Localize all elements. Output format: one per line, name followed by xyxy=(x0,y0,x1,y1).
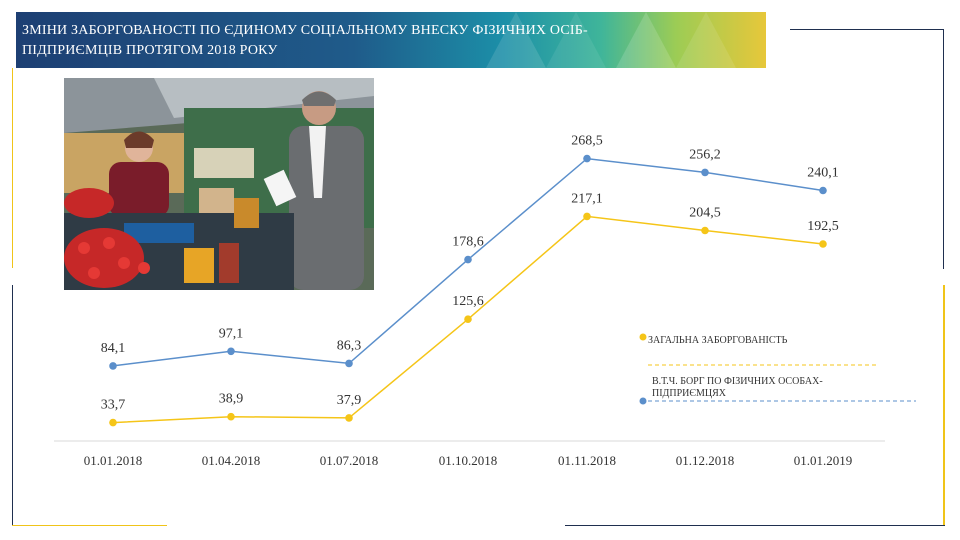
data-point xyxy=(819,240,827,248)
frame-right-top-line xyxy=(943,29,944,269)
data-label: 268,5 xyxy=(571,134,603,149)
data-label: 97,1 xyxy=(219,326,244,341)
page-title: ЗМІНИ ЗАБОРГОВАНОСТІ ПО ЄДИНОМУ СОЦІАЛЬН… xyxy=(22,23,588,58)
data-point xyxy=(345,359,353,368)
legend-label-fop: В.Т.Ч. БОРГ ПО ФІЗИЧНИХ ОСОБАХ-ПІДПРИЄМЦ… xyxy=(652,376,823,399)
data-point xyxy=(345,414,353,422)
legend-label-total: ЗАГАЛЬНА ЗАБОРГОВАНІСТЬ xyxy=(648,335,788,346)
frame-bottom-right-line xyxy=(565,525,945,526)
data-point xyxy=(464,255,472,264)
data-point xyxy=(701,168,709,177)
data-point xyxy=(227,347,235,356)
data-label: 37,9 xyxy=(337,393,362,408)
data-point xyxy=(109,362,117,370)
data-label: 125,6 xyxy=(452,294,484,309)
frame-bottom-left-gold-line xyxy=(12,525,167,526)
data-label: 84,1 xyxy=(101,341,126,356)
frame-left-gold-line xyxy=(12,68,13,268)
data-label: 178,6 xyxy=(452,235,484,250)
data-label: 217,1 xyxy=(571,191,603,206)
market-photo-illustration xyxy=(64,78,374,290)
frame-right-bottom-gold-line xyxy=(943,285,945,525)
data-point xyxy=(227,412,235,421)
title-banner: ЗМІНИ ЗАБОРГОВАНОСТІ ПО ЄДИНОМУ СОЦІАЛЬН… xyxy=(16,12,766,68)
data-point xyxy=(583,212,591,221)
data-label: 192,5 xyxy=(807,219,839,234)
frame-top-right-line xyxy=(790,29,944,30)
legend-marker-gold xyxy=(639,333,647,341)
frame-left-navy-line xyxy=(12,285,13,525)
data-label: 240,1 xyxy=(807,166,839,181)
market-photo xyxy=(64,78,374,290)
x-tick-label: 01.12.2018 xyxy=(676,453,735,468)
x-tick-label: 01.11.2018 xyxy=(558,453,616,468)
data-label: 204,5 xyxy=(689,206,721,221)
data-label: 86,3 xyxy=(337,338,362,353)
data-label: 33,7 xyxy=(101,398,126,413)
data-point xyxy=(583,154,591,163)
data-point xyxy=(464,315,472,324)
x-tick-label: 01.07.2018 xyxy=(320,453,379,468)
x-tick-label: 01.04.2018 xyxy=(202,453,261,468)
data-point xyxy=(819,186,827,195)
legend-marker-blue xyxy=(639,397,647,405)
x-tick-label: 01.10.2018 xyxy=(439,453,498,468)
data-label: 256,2 xyxy=(689,147,721,162)
x-tick-label: 01.01.2019 xyxy=(794,453,853,468)
x-tick-label: 01.01.2018 xyxy=(84,453,143,468)
data-point xyxy=(701,226,709,235)
data-label: 38,9 xyxy=(219,392,244,407)
data-point xyxy=(109,418,117,427)
